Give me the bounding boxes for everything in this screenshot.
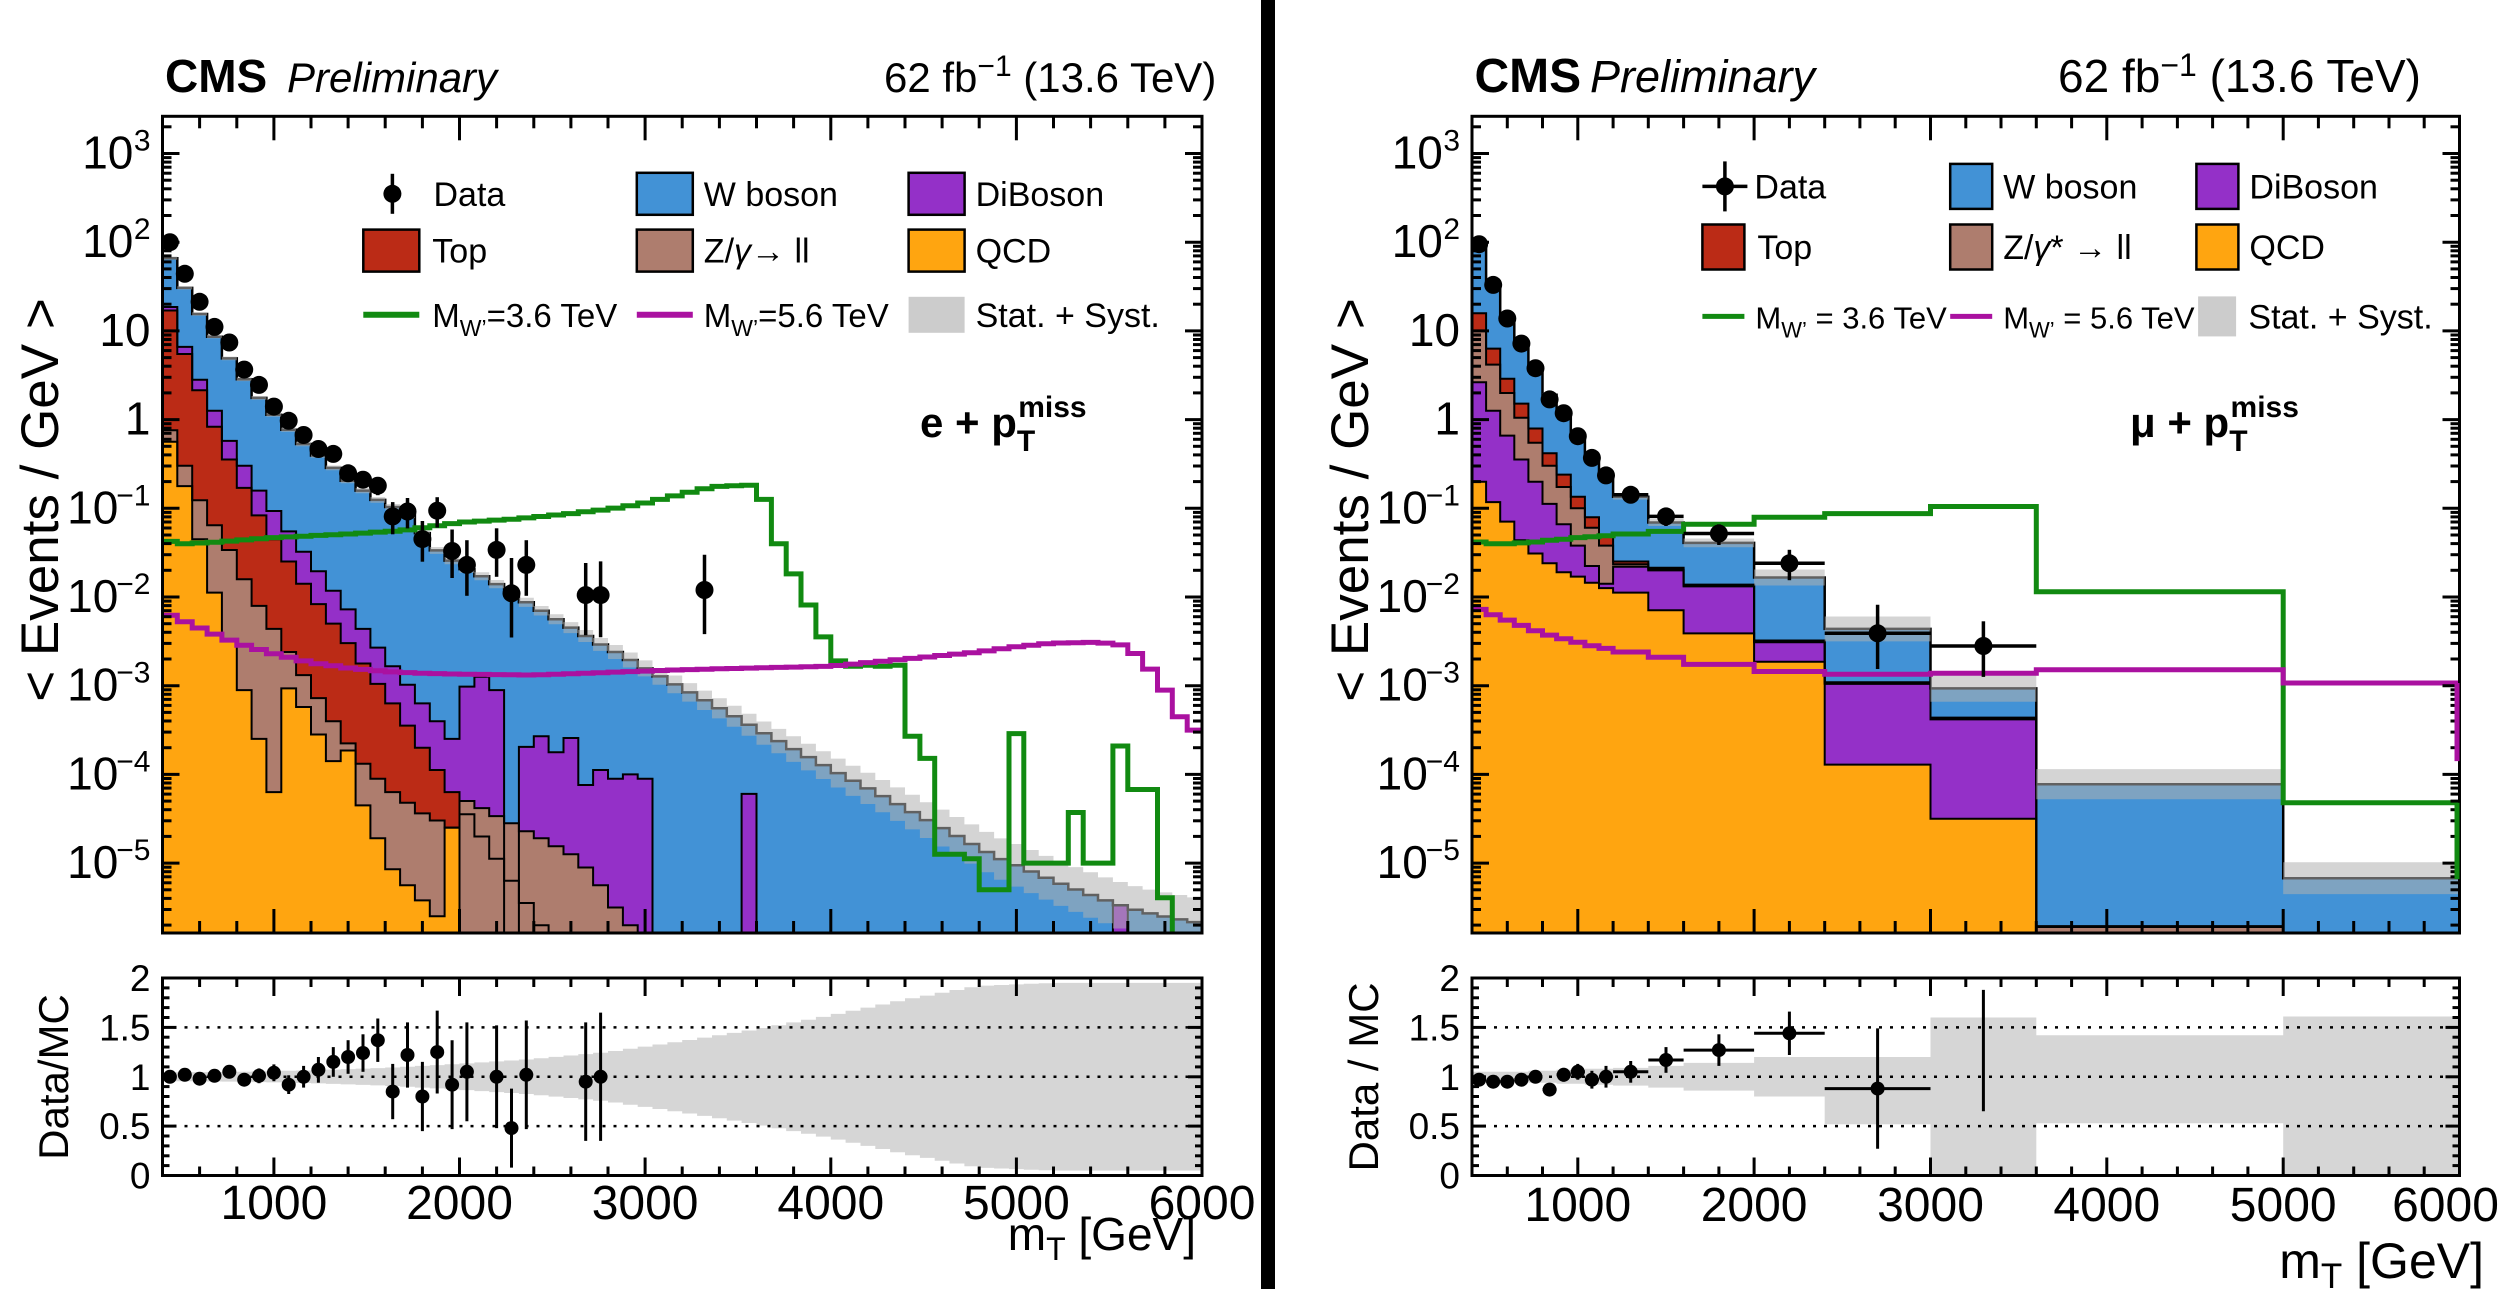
svg-text:4000: 4000 (777, 1177, 884, 1230)
svg-text:10: 10 (67, 836, 118, 888)
svg-text:Data/MC: Data/MC (30, 994, 77, 1160)
svg-text:10: 10 (1377, 570, 1428, 622)
svg-text:Preliminary: Preliminary (1590, 51, 1818, 102)
svg-text:4000: 4000 (2053, 1179, 2160, 1232)
svg-text:−2: −2 (116, 568, 150, 601)
svg-text:2: 2 (1439, 958, 1460, 999)
svg-text:0: 0 (1439, 1156, 1460, 1197)
svg-text:−4: −4 (116, 745, 150, 778)
svg-text:1: 1 (1434, 393, 1460, 445)
svg-text:mT [GeV]: mT [GeV] (2279, 1233, 2484, 1289)
svg-text:mT [GeV]: mT [GeV] (1008, 1208, 1196, 1267)
svg-text:10: 10 (1409, 304, 1460, 356)
svg-text:−2: −2 (1426, 568, 1460, 601)
svg-text:MW’=5.6 TeV: MW’=5.6 TeV (704, 297, 889, 341)
svg-text:−3: −3 (1426, 657, 1460, 690)
svg-text:1.5: 1.5 (99, 1007, 150, 1048)
svg-text:−4: −4 (1426, 745, 1460, 778)
svg-text:Preliminary: Preliminary (287, 54, 500, 101)
svg-text:5000: 5000 (2230, 1179, 2337, 1232)
svg-text:Data: Data (434, 176, 506, 214)
svg-text:6000: 6000 (1149, 1177, 1256, 1230)
svg-text:3000: 3000 (592, 1177, 699, 1230)
svg-text:< Events / GeV >: < Events / GeV > (11, 298, 70, 702)
svg-text:1: 1 (130, 1057, 151, 1098)
svg-text:3: 3 (1443, 125, 1460, 158)
svg-text:QCD: QCD (976, 233, 1052, 271)
svg-text:10: 10 (82, 127, 133, 179)
svg-text:DiBoson: DiBoson (2249, 168, 2378, 206)
svg-text:QCD: QCD (2249, 229, 2325, 267)
svg-text:1000: 1000 (221, 1177, 328, 1230)
svg-text:1: 1 (1439, 1057, 1460, 1098)
svg-text:−3: −3 (116, 657, 150, 690)
svg-text:10: 10 (1377, 659, 1428, 711)
svg-text:10: 10 (67, 747, 118, 799)
svg-text:CMS: CMS (1475, 50, 1582, 103)
svg-text:10: 10 (67, 481, 118, 533)
svg-text:DiBoson: DiBoson (976, 176, 1105, 214)
svg-text:−5: −5 (1426, 834, 1460, 867)
svg-text:−1: −1 (116, 479, 150, 512)
svg-text:2: 2 (1443, 213, 1460, 246)
svg-text:62 fb−1 (13.6 TeV): 62 fb−1 (13.6 TeV) (884, 50, 1216, 101)
svg-text:Data / MC: Data / MC (1340, 982, 1387, 1171)
svg-text:10: 10 (99, 304, 150, 356)
svg-text:−5: −5 (116, 834, 150, 867)
svg-text:5000: 5000 (963, 1177, 1070, 1230)
svg-text:10: 10 (1377, 481, 1428, 533)
svg-text:3: 3 (134, 125, 151, 158)
svg-text:W boson: W boson (2003, 168, 2137, 206)
svg-text:2: 2 (130, 958, 151, 999)
svg-text:10: 10 (1392, 215, 1443, 267)
svg-text:2: 2 (134, 213, 151, 246)
svg-text:1.5: 1.5 (1409, 1007, 1460, 1048)
svg-text:Stat. + Syst.: Stat. + Syst. (2248, 298, 2432, 336)
svg-text:10: 10 (67, 659, 118, 711)
svg-text:0: 0 (130, 1156, 151, 1197)
svg-text:0.5: 0.5 (99, 1106, 150, 1147)
svg-text:W boson: W boson (704, 176, 838, 214)
svg-text:2000: 2000 (406, 1177, 513, 1230)
svg-text:−1: −1 (1426, 479, 1460, 512)
svg-text:1000: 1000 (1524, 1179, 1631, 1232)
svg-text:Top: Top (432, 233, 487, 271)
svg-text:10: 10 (82, 215, 133, 267)
svg-text:MW’ = 5.6 TeV: MW’ = 5.6 TeV (2003, 300, 2195, 342)
svg-text:1: 1 (125, 393, 151, 445)
svg-text:6000: 6000 (2392, 1179, 2499, 1232)
svg-text:Stat. + Syst.: Stat. + Syst. (976, 297, 1160, 335)
svg-text:3000: 3000 (1877, 1179, 1984, 1232)
svg-text:Z/γ→ ll: Z/γ→ ll (704, 233, 810, 271)
svg-text:CMS: CMS (165, 50, 267, 102)
svg-text:Top: Top (1757, 229, 1812, 267)
svg-text:10: 10 (1377, 747, 1428, 799)
svg-text:Data: Data (1754, 168, 1826, 206)
svg-text:62 fb−1 (13.6 TeV): 62 fb−1 (13.6 TeV) (2058, 47, 2421, 102)
svg-text:10: 10 (1392, 127, 1443, 179)
svg-text:10: 10 (67, 570, 118, 622)
svg-text:0.5: 0.5 (1409, 1106, 1460, 1147)
svg-text:2000: 2000 (1701, 1179, 1808, 1232)
svg-text:10: 10 (1377, 836, 1428, 888)
svg-text:< Events / GeV >: < Events / GeV > (1321, 298, 1380, 702)
svg-text:Z/γ* → ll: Z/γ* → ll (2003, 229, 2131, 267)
